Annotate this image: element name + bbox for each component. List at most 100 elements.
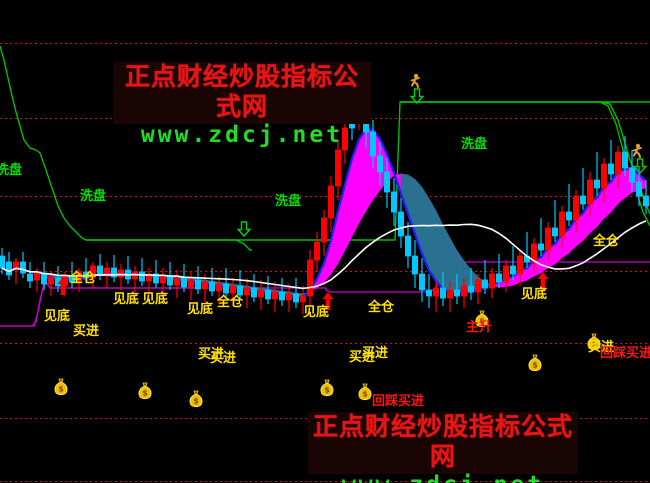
candle xyxy=(76,268,83,292)
signal-label-见底: 见底 xyxy=(187,302,214,317)
money-bag-icon: $ xyxy=(527,354,543,372)
candle xyxy=(601,158,608,202)
signal-label-买进: 买进 xyxy=(198,347,225,362)
candle xyxy=(411,240,418,288)
candle xyxy=(285,284,292,312)
candle xyxy=(383,158,390,208)
candle xyxy=(12,258,19,284)
moving-average-line xyxy=(1,220,647,290)
svg-text:$: $ xyxy=(532,361,538,370)
arrow-up-icon xyxy=(57,277,69,295)
candle xyxy=(271,282,278,312)
money-bag-icon: $ xyxy=(188,390,204,408)
signal-label-回踩买进: 回踩买进 xyxy=(372,394,425,409)
signal-label-主升: 主升 xyxy=(466,320,493,335)
candle xyxy=(152,260,159,288)
candle xyxy=(566,184,573,226)
candle xyxy=(418,258,425,302)
ribbon-segment xyxy=(442,224,451,293)
signal-label-洗盘: 洗盘 xyxy=(80,189,107,204)
svg-text:$: $ xyxy=(193,397,199,406)
candle xyxy=(538,218,545,256)
signal-label-全仓: 全仓 xyxy=(593,234,620,249)
candle xyxy=(313,232,320,272)
candle xyxy=(145,268,152,294)
candle xyxy=(48,272,55,296)
candle xyxy=(299,286,306,314)
ribbon-segment xyxy=(435,210,444,290)
signal-label-全仓: 全仓 xyxy=(217,295,244,310)
signal-label-回踩买进: 回踩买进 xyxy=(600,346,650,361)
candle xyxy=(453,274,460,304)
candle xyxy=(615,146,622,188)
gridline-6 xyxy=(0,481,650,482)
candle xyxy=(517,250,524,286)
arrow-up-icon xyxy=(322,292,334,310)
candle xyxy=(425,274,432,308)
candle xyxy=(404,222,411,268)
candle xyxy=(502,260,509,292)
candle xyxy=(580,168,587,210)
candle xyxy=(327,176,334,232)
candle xyxy=(19,252,26,278)
runner-icon xyxy=(630,143,644,159)
candle xyxy=(111,255,118,282)
candle xyxy=(138,258,145,286)
candle xyxy=(341,118,348,164)
washout-signal-line-mid xyxy=(86,239,252,251)
signal-label-买进: 买进 xyxy=(73,324,100,339)
svg-text:$: $ xyxy=(479,317,485,326)
candle xyxy=(446,282,453,312)
candle xyxy=(264,276,271,304)
candle xyxy=(629,150,636,192)
candle xyxy=(495,254,502,288)
candle xyxy=(0,248,5,274)
gridline-2 xyxy=(0,196,650,197)
candle xyxy=(26,262,33,288)
signal-label-买进: 买进 xyxy=(349,350,376,365)
candle xyxy=(222,268,229,298)
candle xyxy=(334,140,341,200)
ribbon-segment xyxy=(449,237,458,294)
runner-icon xyxy=(408,73,422,89)
watermark-title: 正点财经炒股指标公式网 xyxy=(312,412,573,471)
money-bag-icon: $ xyxy=(357,383,373,401)
signal-label-全仓: 全仓 xyxy=(70,271,97,286)
ribbon-segment xyxy=(428,197,437,282)
candle xyxy=(229,278,236,306)
signal-label-洗盘: 洗盘 xyxy=(0,163,23,178)
candle xyxy=(622,136,629,176)
candle xyxy=(594,152,601,196)
signal-label-见底: 见底 xyxy=(142,292,169,307)
signal-label-洗盘: 洗盘 xyxy=(275,194,302,209)
candle xyxy=(236,270,243,300)
arrow-up-icon xyxy=(537,272,549,290)
candle xyxy=(559,206,566,248)
signal-label-买进: 买进 xyxy=(588,340,615,355)
arrow-down-icon xyxy=(409,88,425,105)
svg-text:$: $ xyxy=(324,386,330,395)
candle xyxy=(552,200,559,242)
candle xyxy=(292,278,299,308)
candle xyxy=(6,252,12,280)
watermark-title: 正点财经炒股指标公式网 xyxy=(124,62,359,121)
candle xyxy=(257,280,264,310)
candle xyxy=(432,280,439,312)
candle xyxy=(306,250,313,306)
candle xyxy=(545,222,552,262)
candle xyxy=(397,198,404,248)
signal-label-见底: 见底 xyxy=(113,292,140,307)
money-bag-icon: $ xyxy=(137,382,153,400)
svg-text:$: $ xyxy=(142,389,148,398)
signal-label-见底: 见底 xyxy=(303,305,330,320)
candle xyxy=(125,256,132,284)
money-bag-icon: $ xyxy=(586,333,602,351)
signal-label-全仓: 全仓 xyxy=(368,300,395,315)
signal-label-买进: 买进 xyxy=(210,351,237,366)
candle xyxy=(250,274,257,302)
candle xyxy=(573,190,580,232)
candle xyxy=(390,178,397,226)
